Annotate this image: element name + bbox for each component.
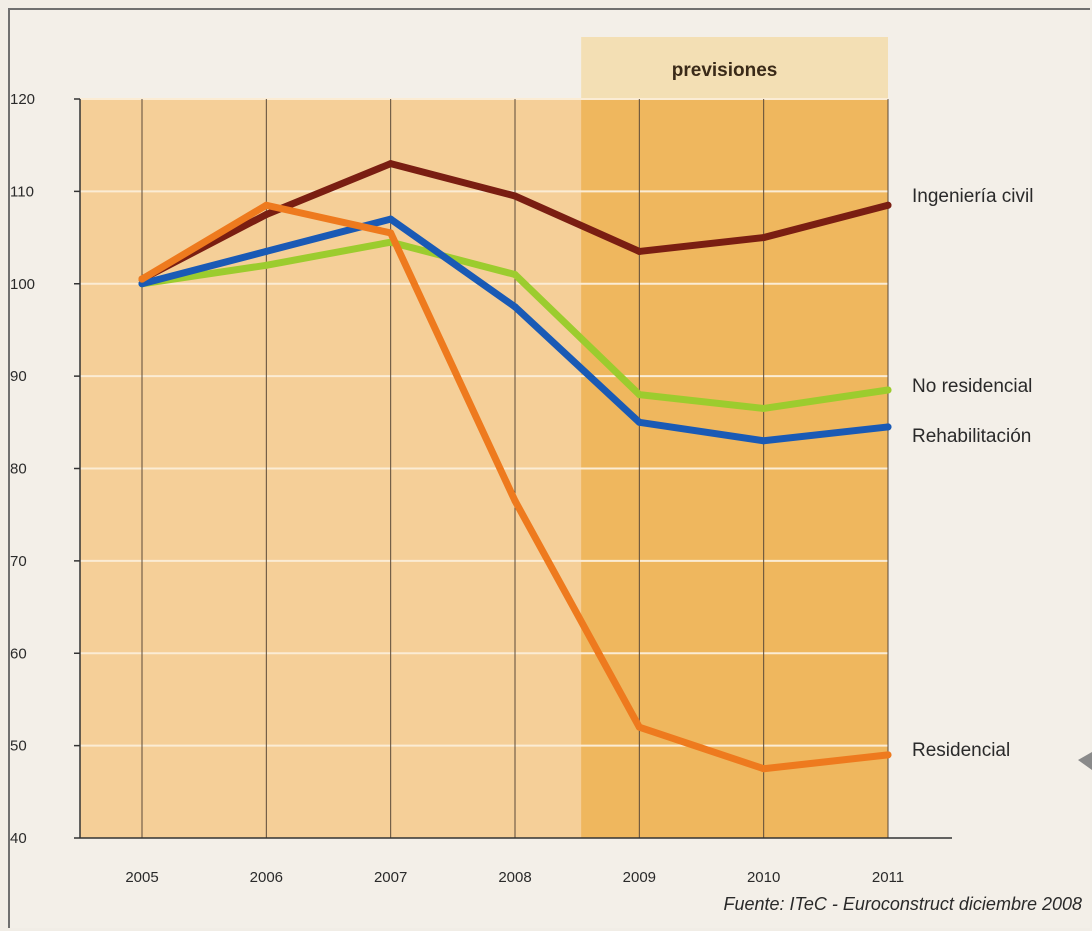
x-tick-label: 2010: [747, 869, 780, 886]
data-point: [511, 303, 519, 311]
data-point: [760, 404, 768, 412]
data-point: [635, 418, 643, 426]
data-point: [387, 160, 395, 168]
data-point: [884, 386, 892, 394]
x-tick-label: 2005: [125, 869, 158, 886]
data-point: [760, 234, 768, 242]
triangle-marker-icon: [1078, 752, 1092, 770]
y-tick-label: 60: [10, 645, 27, 662]
data-point: [635, 247, 643, 255]
series-label: Residencial: [912, 740, 1010, 761]
x-tick-label: 2008: [498, 869, 531, 886]
y-tick-label: 50: [10, 738, 27, 755]
forecast-header: [581, 37, 888, 99]
y-tick-label: 90: [10, 368, 27, 385]
series-lines: [138, 160, 892, 773]
x-tick-label: 2007: [374, 869, 407, 886]
x-tick-label: 2009: [623, 869, 656, 886]
data-point: [511, 497, 519, 505]
y-tick-label: 80: [10, 461, 27, 478]
series-label: Rehabilitación: [912, 426, 1031, 447]
x-tick-label: 2011: [872, 869, 904, 886]
series-label: No residencial: [912, 376, 1032, 397]
data-point: [387, 229, 395, 237]
forecast-label: previsiones: [672, 60, 778, 81]
series-label: Ingeniería civil: [912, 186, 1033, 207]
data-point: [262, 201, 270, 209]
data-point: [262, 247, 270, 255]
y-tick-label: 110: [10, 183, 34, 200]
x-tick-label: 2006: [250, 869, 283, 886]
data-point: [262, 210, 270, 218]
y-tick-label: 70: [10, 553, 27, 570]
data-point: [262, 261, 270, 269]
data-point: [760, 437, 768, 445]
labels: Ingeniería civil No residencial Rehabilita…: [723, 186, 1082, 914]
data-point: [635, 723, 643, 731]
data-point: [884, 423, 892, 431]
source-note: Fuente: ITeC - Euroconstruct diciembre 2…: [723, 894, 1082, 914]
axes: 40 50 60 70 80 90 100 110 120 2005 2006 2007 2008 200…: [10, 91, 952, 886]
data-point: [884, 201, 892, 209]
data-point: [387, 215, 395, 223]
y-tick-label: 40: [10, 830, 27, 847]
data-point: [884, 751, 892, 759]
data-point: [511, 271, 519, 279]
data-point: [511, 192, 519, 200]
data-point: [760, 765, 768, 773]
y-tick-label: 120: [10, 91, 35, 108]
data-point: [635, 391, 643, 399]
y-tick-label: 100: [10, 276, 35, 293]
data-point: [138, 275, 146, 283]
